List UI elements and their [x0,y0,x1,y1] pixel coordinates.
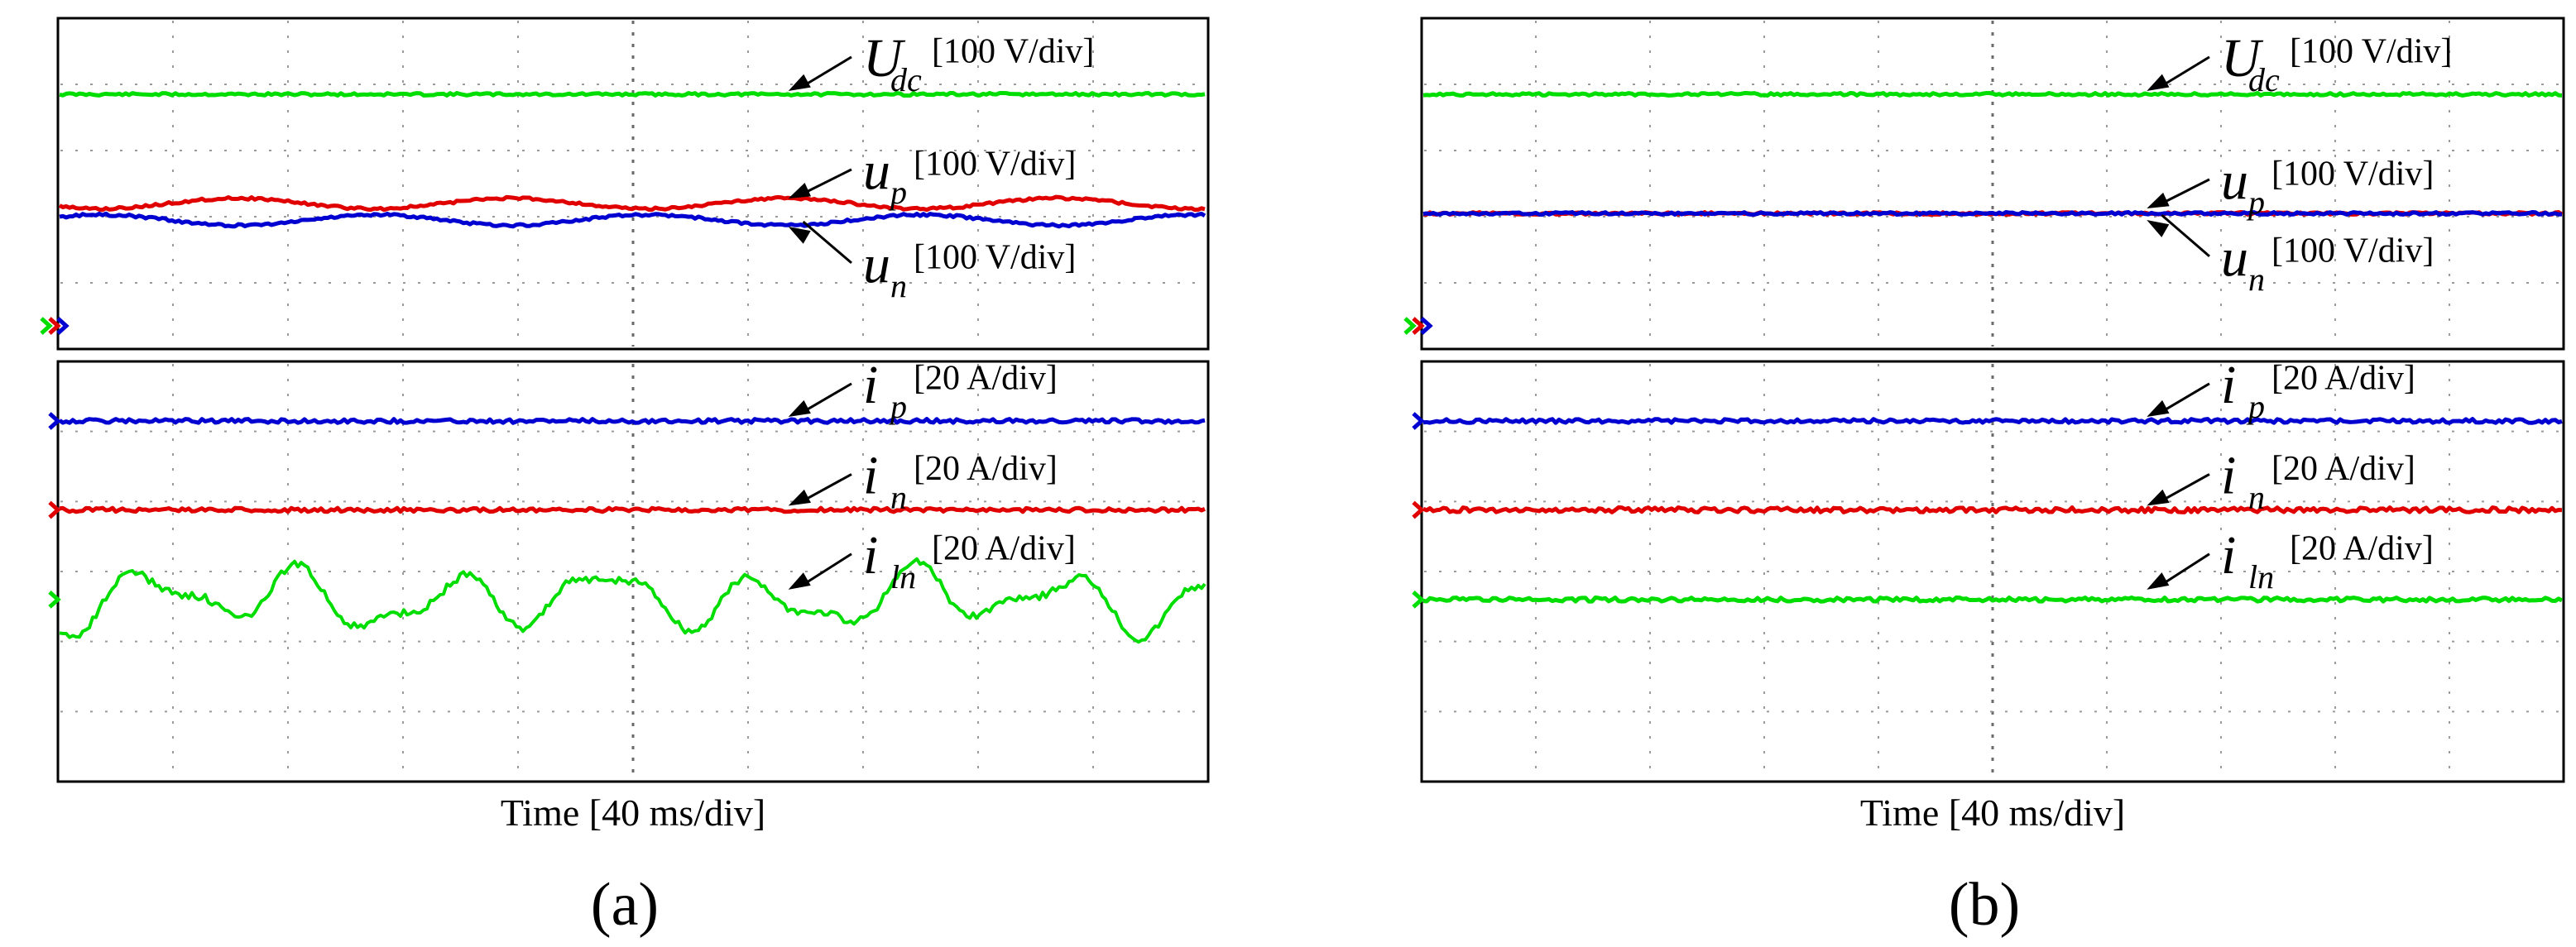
trace-symbol: u [863,141,890,201]
current-subplot: i p[20 A/div]i n[20 A/div]i ln[20 A/div] [1412,355,2565,783]
trace-symbol: i [863,525,878,586]
trace-subscript: dc [2248,61,2280,98]
trace-u-p [58,194,1206,213]
trace-i-p [58,417,1206,425]
scope-panel-a: Udc[100 V/div]u p[100 V/div]u n[100 V/div]… [40,17,1210,939]
channel-ground-marker [1412,500,1425,519]
trace-subscript: n [2248,261,2265,298]
voltage-subplot: Udc[100 V/div]u p[100 V/div]u n[100 V/div] [40,17,1210,351]
trace-unit-label: [100 V/div] [2271,155,2434,194]
trace-unit-label: [100 V/div] [2290,33,2452,71]
label-arrow [802,168,852,195]
trace-symbol: i [863,445,878,505]
label-arrow [802,220,852,265]
trace-subscript: p [888,174,907,211]
panel-caption: (b) [1949,871,2020,939]
label-arrowhead [788,182,812,198]
trace-unit-label: [100 V/div] [932,33,1094,71]
trace-i-ln [59,557,1206,644]
label-arrow [802,552,852,586]
label-arrow [2161,178,2210,205]
channel-ground-marker [1403,317,1417,335]
trace-symbol: i [863,355,878,415]
channel-ground-marker [56,317,70,335]
trace-symbol: U [2221,28,2264,88]
label-arrow [802,473,852,502]
trace-unit-label: [20 A/div] [914,359,1058,397]
label-arrow [2161,552,2210,586]
trace-symbol: u [2221,227,2248,288]
trace-u-dc [59,91,1206,98]
trace-subscript: dc [890,61,922,98]
label-arrowhead [2147,399,2170,417]
channel-ground-marker [1412,317,1425,335]
trace-u-dc [1422,91,2563,98]
time-axis-label: Time [40 ms/div] [1860,792,2125,834]
label-arrowhead [788,572,811,590]
trace-unit-label: [20 A/div] [914,450,1058,488]
trace-subscript: ln [2248,558,2274,595]
voltage-subplot: Udc[100 V/div]u p[100 V/div]u n[100 V/div] [1403,17,2565,351]
label-arrow [2161,55,2210,88]
label-arrow [2161,213,2210,258]
label-arrowhead [788,489,811,506]
time-axis-label: Time [40 ms/div] [501,792,765,834]
label-arrow [802,382,852,414]
trace-subscript: n [890,478,907,515]
trace-i-ln [1422,595,2564,604]
label-arrowhead [2147,220,2170,237]
trace-subscript: p [2246,184,2265,221]
trace-symbol: i [2221,525,2236,586]
trace-unit-label: [20 A/div] [2290,529,2434,567]
channel-ground-marker [40,317,53,335]
trace-subscript: n [2248,478,2265,515]
trace-unit-label: [100 V/div] [2271,232,2434,270]
trace-symbol: U [863,28,906,88]
label-arrowhead [2147,489,2170,506]
trace-i-n [59,505,1206,514]
panel-caption: (a) [591,871,659,939]
trace-unit-label: [20 A/div] [2271,450,2415,488]
label-arrowhead [788,399,811,417]
trace-symbol: i [2221,445,2236,505]
label-arrowhead [788,227,811,244]
label-arrow [2161,382,2210,414]
trace-unit-label: [100 V/div] [914,239,1076,277]
label-arrow [802,55,852,88]
label-arrowhead [2147,572,2170,590]
channel-ground-marker [1412,412,1425,430]
channel-ground-marker [48,500,61,519]
trace-symbol: u [2221,151,2248,211]
trace-i-p [1422,417,2563,425]
label-arrowhead [2147,74,2170,91]
channel-ground-marker [1412,591,1425,609]
trace-subscript: ln [890,558,916,595]
channel-ground-marker [48,317,61,335]
channel-ground-marker [48,412,61,430]
scope-panel-b: Udc[100 V/div]u p[100 V/div]u n[100 V/div]… [1403,17,2565,939]
label-arrowhead [2147,192,2170,208]
trace-i-n [1422,505,2563,514]
trace-unit-label: [20 A/div] [932,529,1076,567]
current-subplot: i p[20 A/div]i n[20 A/div]i ln[20 A/div] [48,355,1210,783]
channel-ground-marker [48,591,61,609]
trace-unit-label: [20 A/div] [2271,359,2415,397]
channel-ground-marker [1420,317,1433,335]
trace-u-n [59,211,1206,229]
trace-subscript: n [890,267,907,304]
label-arrow [2161,473,2210,502]
trace-symbol: i [2221,355,2236,415]
label-arrowhead [788,74,811,91]
trace-u-n [1422,210,2563,217]
trace-subscript: p [888,388,907,425]
trace-unit-label: [100 V/div] [914,146,1076,184]
trace-symbol: u [863,234,890,294]
trace-subscript: p [2246,388,2265,425]
